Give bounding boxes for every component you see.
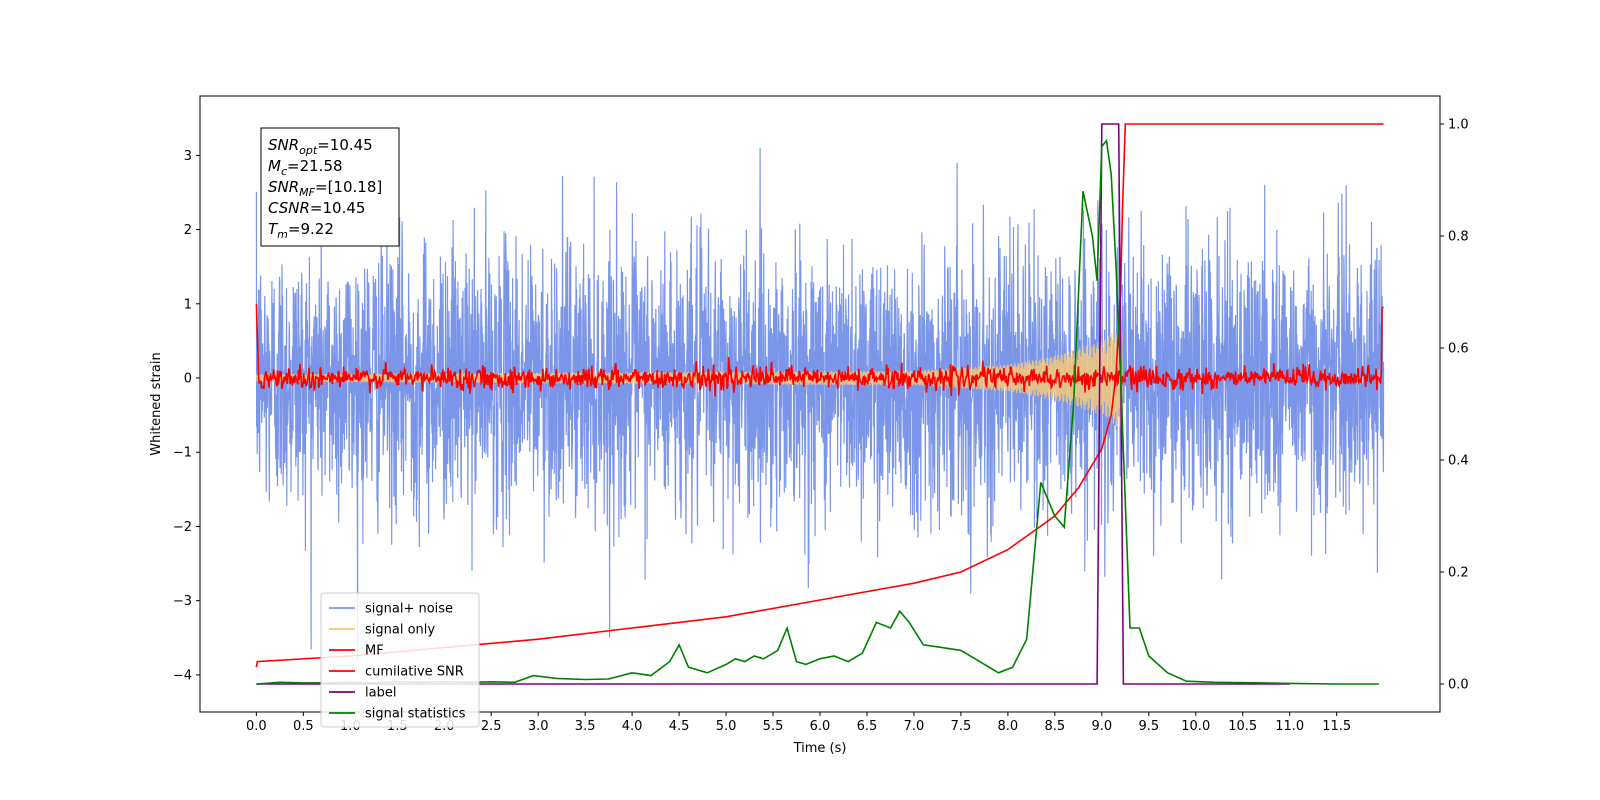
x-tick-label: 6.0 (810, 719, 831, 734)
series-layer (255, 123, 1385, 685)
y-tick-label: 3 (184, 149, 192, 164)
y-tick-label: 1 (184, 297, 192, 312)
annotation-line: SNRopt=10.45 (268, 136, 373, 157)
y-tick-label: 0 (184, 372, 192, 387)
annotation-box: SNRopt=10.45Mc=21.58SNRMF=[10.18]CSNR=10… (260, 127, 400, 247)
legend-label: signal+ noise (365, 602, 453, 617)
annotation-line: Tm=9.22 (268, 220, 334, 241)
x-tick-label: 7.0 (904, 719, 925, 734)
y-tick-label: −4 (173, 668, 192, 683)
series-5-signal-statistics (256, 138, 1379, 685)
y-axis-right: 0.0 0.2 0.4 0.6 0.8 1.0 (1440, 118, 1469, 693)
legend-label: cumilative SNR (365, 665, 464, 680)
y-tick-label: −1 (173, 446, 192, 461)
y2-tick-label: 0.4 (1448, 454, 1469, 469)
x-tick-label: 8.0 (998, 719, 1019, 734)
y2-tick-label: 1.0 (1448, 118, 1469, 133)
legend-label: signal only (365, 623, 435, 638)
y2-tick-label: 0.2 (1448, 566, 1469, 581)
x-tick-label: 5.0 (716, 719, 737, 734)
y2-tick-label: 0.8 (1448, 230, 1469, 245)
x-tick-label: 10.0 (1181, 719, 1210, 734)
x-tick-label: 7.5 (951, 719, 972, 734)
legend-label: label (365, 686, 396, 701)
x-tick-label: 4.0 (622, 719, 643, 734)
x-tick-label: 8.5 (1045, 719, 1066, 734)
x-tick-label: 6.5 (857, 719, 878, 734)
annotation-frame (260, 127, 400, 247)
x-tick-label: 11.5 (1322, 719, 1351, 734)
x-tick-label: 10.5 (1228, 719, 1257, 734)
y-axis-left: −4 −3 −2 −1 0 1 2 3 (173, 149, 200, 683)
annotation-line: SNRMF=[10.18] (268, 178, 382, 199)
y-tick-label: −2 (173, 520, 192, 535)
y2-tick-label: 0.0 (1448, 678, 1469, 693)
legend: signal+ noise signal only MF cumilative SNR… (320, 592, 480, 728)
x-tick-label: 9.5 (1138, 719, 1159, 734)
y-axis-label: Whitened strain (149, 352, 164, 455)
series-2-mf (255, 303, 1384, 397)
y2-tick-label: 0.6 (1448, 342, 1469, 357)
y-tick-label: −3 (173, 594, 192, 609)
x-tick-label: 11.0 (1275, 719, 1304, 734)
legend-label: MF (365, 644, 384, 659)
x-tick-label: 0.0 (246, 719, 267, 734)
legend-frame (320, 592, 480, 728)
annotation-line: Mc=21.58 (268, 157, 343, 178)
x-tick-label: 9.0 (1091, 719, 1112, 734)
y-tick-label: 2 (184, 223, 192, 238)
x-tick-label: 5.5 (763, 719, 784, 734)
series-4-label (256, 123, 1290, 685)
series-0-signal-noise (255, 147, 1385, 660)
annotation-line: CSNR=10.45 (268, 199, 365, 217)
x-tick-label: 3.0 (528, 719, 549, 734)
legend-label: signal statistics (365, 707, 466, 722)
x-tick-label: 4.5 (669, 719, 690, 734)
x-axis-label: Time (s) (793, 741, 847, 756)
x-tick-label: 2.5 (481, 719, 502, 734)
x-tick-label: 0.5 (293, 719, 314, 734)
x-tick-label: 3.5 (575, 719, 596, 734)
